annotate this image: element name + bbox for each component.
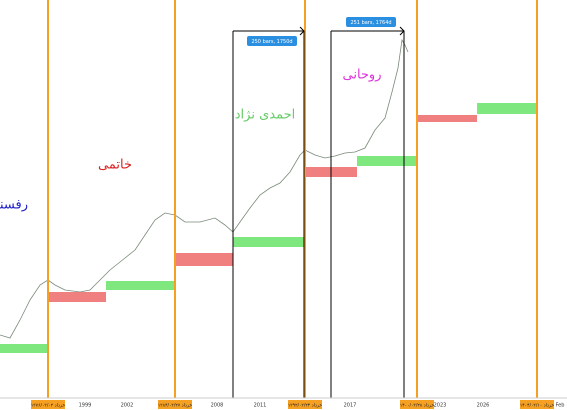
measure-lines bbox=[232, 26, 405, 398]
date-box bbox=[31, 400, 65, 409]
date-box bbox=[520, 400, 554, 409]
measure-label: 251 bars, 1764d bbox=[350, 20, 391, 26]
arrow-head bbox=[399, 26, 405, 36]
date-label: ۱۴۰۰/۰۳/۲۸ خرداد bbox=[400, 403, 435, 409]
measure-box bbox=[247, 36, 297, 46]
range-box bbox=[357, 156, 416, 166]
range-box bbox=[416, 115, 477, 122]
x-tick-label: 2017 bbox=[344, 403, 357, 409]
x-tick-label: 2002 bbox=[121, 403, 134, 409]
president-name: رفسنجانی bbox=[0, 198, 28, 213]
president-name: روحانی bbox=[342, 68, 381, 83]
range-box bbox=[106, 281, 174, 290]
x-tick-label: 2026 bbox=[477, 403, 490, 409]
date-box bbox=[158, 400, 192, 409]
range-box bbox=[175, 253, 233, 266]
x-tick-label: 1999 bbox=[79, 403, 92, 409]
election-lines bbox=[47, 0, 538, 398]
range-box bbox=[47, 292, 106, 302]
date-label: ۱۳۷۶/۰۳/۰۲ خرداد bbox=[31, 403, 66, 409]
x-tick-label: 2023 bbox=[434, 403, 447, 409]
date-box bbox=[400, 400, 434, 409]
measure-label: 250 bars, 1750d bbox=[251, 39, 292, 45]
date-label: ۱۳۸۴/۰۳/۲۷ خرداد bbox=[158, 403, 193, 409]
x-tick-label: 2008 bbox=[211, 403, 224, 409]
x-tick-label: Feb bbox=[556, 403, 565, 409]
labels: رفسنجانی خاتمی احمدی نژاد روحانی 250 bars, 1… bbox=[0, 17, 564, 409]
arrow-head bbox=[299, 26, 305, 36]
president-name: احمدی نژاد bbox=[235, 108, 296, 123]
date-label: ۱۴۰۴/۰۳/۱۰ خرداد bbox=[520, 403, 555, 409]
measure-box bbox=[346, 17, 396, 27]
price-line bbox=[0, 38, 409, 339]
date-box bbox=[288, 400, 322, 409]
range-box bbox=[233, 237, 305, 247]
range-box bbox=[477, 103, 536, 114]
president-name: خاتمی bbox=[98, 158, 132, 173]
range-box bbox=[0, 344, 47, 353]
date-label: ۱۳۹۲/۰۳/۲۴ خرداد bbox=[288, 403, 323, 409]
x-tick-label: 2011 bbox=[254, 403, 267, 409]
